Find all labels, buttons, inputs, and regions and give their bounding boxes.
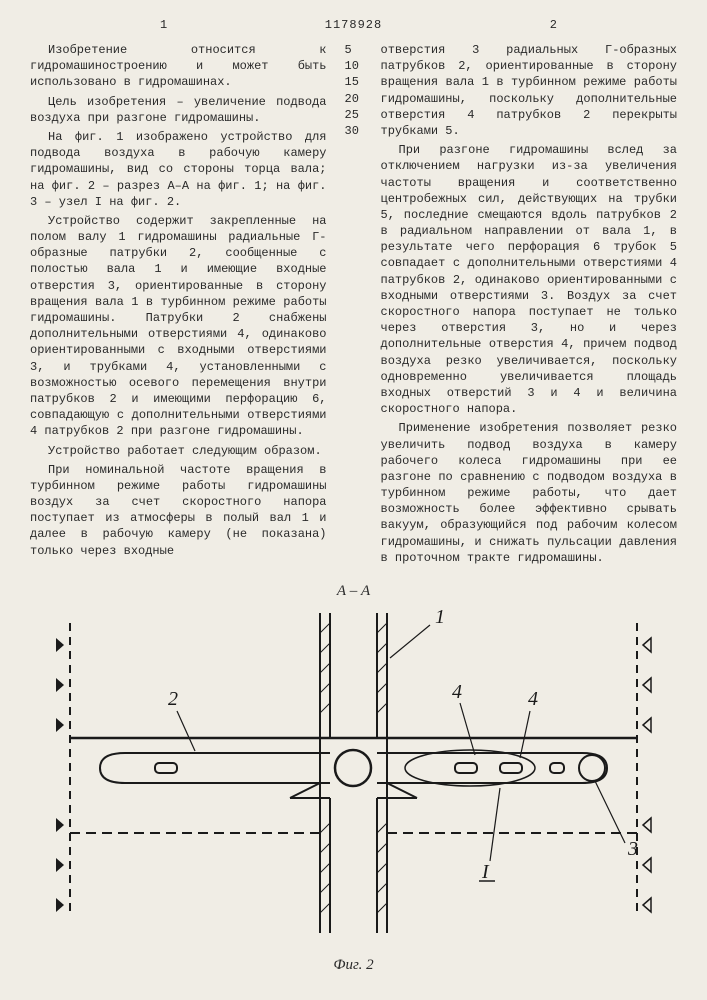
- page-number-right: 2: [550, 18, 557, 32]
- paragraph: Применение изобретения позволяет резко у…: [381, 420, 678, 566]
- line-marker: 5: [345, 43, 352, 57]
- ref-label: I: [481, 861, 490, 883]
- ref-label: 2: [168, 688, 178, 710]
- left-column: Изобретение относится к гидромашинострое…: [30, 42, 327, 569]
- patent-page: 1 1178928 2 Изобретение относится к гидр…: [0, 0, 707, 1000]
- paragraph: Изобретение относится к гидромашинострое…: [30, 42, 327, 91]
- figure-svg: 1 2 4 4 3 I: [30, 583, 677, 978]
- ref-label: 4: [528, 688, 538, 710]
- line-marker: 20: [345, 92, 359, 106]
- paragraph: Цель изобретения – увеличение подвода во…: [30, 94, 327, 126]
- line-marker: 30: [345, 124, 359, 138]
- paragraph: При номинальной частоте вращения в турби…: [30, 462, 327, 559]
- line-marker: 10: [345, 59, 359, 73]
- ref-label: 3: [627, 838, 638, 860]
- paragraph: При разгоне гидромашины вслед за отключе…: [381, 142, 678, 417]
- figure-caption: Фиг. 2: [333, 957, 373, 974]
- text-columns: Изобретение относится к гидромашинострое…: [30, 42, 677, 569]
- right-column: отверстия 3 радиальных Г-образных патруб…: [381, 42, 678, 569]
- document-number: 1178928: [325, 18, 382, 32]
- line-marker: 25: [345, 108, 359, 122]
- line-number-gutter: 5 10 15 20 25 30: [345, 42, 363, 569]
- page-number-left: 1: [160, 18, 167, 32]
- ref-label: 1: [435, 606, 445, 628]
- page-header: 1 1178928 2: [30, 18, 677, 32]
- figure-2: А – А: [30, 583, 677, 978]
- line-marker: 15: [345, 75, 359, 89]
- paragraph: На фиг. 1 изображено устройство для подв…: [30, 129, 327, 210]
- section-label: А – А: [337, 583, 370, 600]
- paragraph: отверстия 3 радиальных Г-образных патруб…: [381, 42, 678, 139]
- paragraph: Устройство содержит закрепленные на поло…: [30, 213, 327, 440]
- paragraph: Устройство работает следующим образом.: [30, 443, 327, 459]
- ref-label: 4: [452, 681, 462, 703]
